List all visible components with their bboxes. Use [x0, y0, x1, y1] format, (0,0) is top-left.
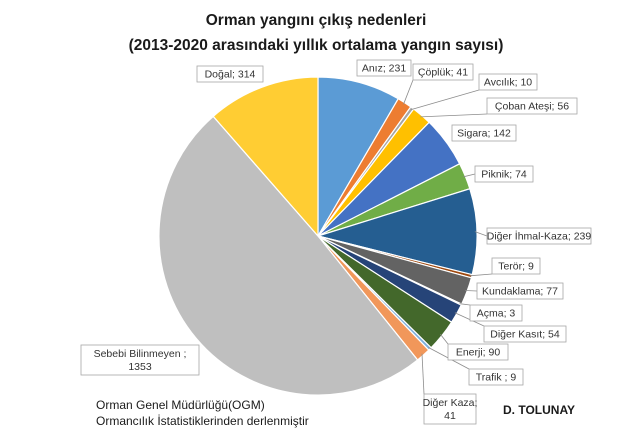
- data-label-box: [412, 63, 474, 81]
- data-label: Terör; 9: [498, 261, 534, 273]
- pie-slices: [158, 76, 478, 396]
- data-label-box: [356, 59, 412, 77]
- data-label-box: [474, 165, 534, 183]
- data-label: Sebebi Bilinmeyen ; 1353: [94, 348, 187, 373]
- source-line-1: Orman Genel Müdürlüğü(OGM): [96, 398, 265, 412]
- data-label-box: [469, 304, 523, 322]
- data-label-box: [451, 124, 517, 142]
- author-credit: D. TOLUNAY: [503, 403, 576, 417]
- data-label: Açma; 3: [477, 308, 516, 320]
- data-label-box: [491, 257, 541, 275]
- pie-slice: [212, 76, 319, 238]
- leader-line: [410, 89, 480, 110]
- data-label: Piknik; 74: [481, 169, 527, 181]
- data-label: Trafik ; 9: [476, 372, 517, 384]
- leader-line: [454, 312, 485, 327]
- data-label-box: [478, 73, 538, 91]
- leader-line: [469, 273, 493, 277]
- data-label: Avcılık; 10: [484, 77, 532, 89]
- data-label: Çoban Ateşi; 56: [495, 101, 569, 113]
- leader-line: [440, 334, 449, 345]
- data-label: Çöplük; 41: [418, 67, 468, 79]
- chart-title: Orman yangını çıkış nedenleri: [206, 12, 427, 29]
- leader-line: [420, 113, 488, 118]
- data-label-box: [447, 343, 509, 361]
- data-label: Diğer Kasıt; 54: [490, 329, 560, 341]
- source-line-2: Ormancılık İstatistiklerinden derlenmişt…: [96, 414, 309, 428]
- data-label: Diğer İhmal-Kaza; 239: [487, 230, 592, 243]
- leader-lines: [403, 79, 493, 395]
- data-label-box: [196, 65, 264, 83]
- leader-line: [421, 353, 425, 395]
- pie-slice: [315, 187, 478, 276]
- data-label-box: [483, 325, 567, 343]
- data-label: Sigara; 142: [457, 128, 511, 140]
- pie-slice: [317, 76, 400, 239]
- data-label: Enerji; 90: [456, 347, 501, 359]
- leader-line: [474, 231, 488, 237]
- data-label-box: [468, 368, 524, 386]
- leader-line: [463, 173, 476, 178]
- data-labels: Anız; 231 Çöplük; 41 Avcılık; 10 Çoban Ateş…: [80, 59, 592, 425]
- data-label: Kundaklama; 77: [482, 286, 558, 298]
- data-label: Doğal; 314: [205, 69, 256, 81]
- data-label-box: [423, 393, 477, 425]
- leader-line: [459, 303, 471, 306]
- data-label-box: [476, 282, 564, 300]
- pie-slice: [158, 115, 419, 396]
- data-label-box: [80, 344, 200, 376]
- data-label: Anız; 231: [362, 63, 407, 75]
- leader-line: [403, 79, 414, 105]
- data-label-box: [486, 227, 592, 245]
- chart-subtitle: (2013-2020 arasındaki yıllık ortalama ya…: [129, 37, 504, 54]
- leader-line: [465, 290, 478, 292]
- data-label-box: [486, 97, 578, 115]
- data-label: Diğer Kaza; 41: [423, 397, 478, 422]
